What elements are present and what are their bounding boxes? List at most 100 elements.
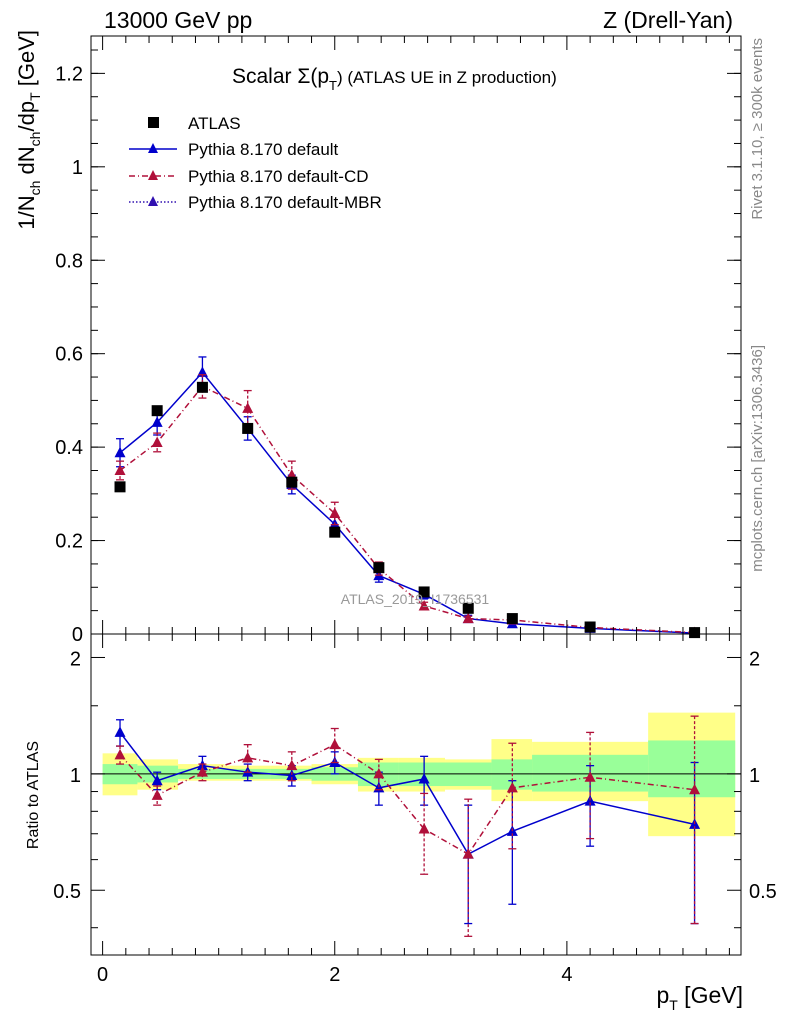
legend: ATLAS Pythia 8.170 default Pythia 8.170 … (129, 114, 382, 212)
main-default-point (114, 446, 126, 458)
main-default-point (151, 416, 163, 427)
ylabel-b: dN (14, 146, 39, 180)
main-data-point (151, 405, 163, 417)
ratio-cd-point (584, 771, 596, 782)
ratio-bands (91, 712, 741, 837)
ylabel-c: /dp (14, 101, 39, 132)
ratio-cd-point (689, 783, 701, 795)
ratio-default-point (114, 726, 126, 737)
ratio-ytick-label: 2 (70, 648, 81, 670)
ratio-cd-point (506, 781, 518, 793)
main-yticks: 0 0.2 0.4 0.6 0.8 1 1.2 (55, 49, 741, 646)
ratio-ytick-label-right: 0.5 (749, 881, 777, 903)
legend-entry-mbr: Pythia 8.170 default-MBR (129, 193, 382, 212)
ratio-cd-point (462, 848, 474, 859)
main-data-point (114, 481, 126, 493)
legend-entry-atlas: ATLAS (148, 114, 241, 133)
chart-title-suffix: ) (ATLAS UE in Z production) (337, 68, 557, 87)
main-ylabel: 1/Nch dNch/dpT [GeV] (14, 30, 43, 230)
ratio-ytick-label-right: 2 (749, 648, 760, 670)
chart-title-prefix: Scalar (232, 65, 297, 88)
legend-label-mbr: Pythia 8.170 default-MBR (188, 193, 382, 212)
xlabel-a: p (656, 982, 669, 1008)
ylabel-b-sub: ch (27, 132, 43, 147)
main-data-point (584, 621, 596, 633)
ratio-cd-point (418, 823, 430, 834)
ratio-ytick-label-right: 1 (749, 765, 760, 787)
legend-label-default: Pythia 8.170 default (188, 140, 339, 159)
chart-title-sigma: Σ(p (297, 65, 329, 88)
ratio-xtick-label: 4 (561, 964, 572, 986)
ratio-cd-point (151, 789, 163, 800)
legend-entry-cd: Pythia 8.170 default-CD (129, 167, 369, 186)
ratio-yticks: 0.5 0.5 1 1 2 2 (53, 648, 777, 929)
main-cd-point (329, 507, 341, 518)
ratio-cd-point (373, 767, 385, 779)
main-data-point (462, 602, 474, 614)
watermark: ATLAS_2019_I1736531 (341, 591, 490, 607)
main-ytick-label: 0.8 (55, 250, 83, 272)
main-default-line (119, 371, 695, 634)
ratio-ytick-label: 1 (70, 765, 81, 787)
header-left: 13000 GeV pp (104, 7, 252, 33)
ratio-cd-point (242, 751, 254, 763)
ratio-cd-point (329, 738, 341, 750)
ratio-xticks: 0 2 4 (97, 634, 730, 986)
main-ytick-label: 0.6 (55, 344, 83, 366)
ratio-default-point (151, 774, 163, 786)
ylabel-c-sub: T (27, 92, 43, 101)
header-right: Z (Drell-Yan) (603, 7, 733, 33)
ratio-default-line (119, 731, 695, 856)
ratio-marks (114, 715, 701, 937)
main-ytick-label: 0.4 (55, 437, 83, 459)
ylabel-a: 1/N (14, 195, 39, 229)
rivet-label: Rivet 3.1.10, ≥ 300k events (749, 38, 766, 220)
main-xticks (102, 36, 730, 634)
ylabel-a-sub: ch (27, 181, 43, 196)
ratio-frame (90, 633, 742, 956)
xlabel-b: [GeV] (678, 982, 743, 1008)
legend-label-cd: Pythia 8.170 default-CD (188, 167, 369, 186)
main-cd-point (462, 612, 474, 624)
main-cd-point (242, 402, 254, 413)
main-data-point (506, 613, 518, 625)
ylabel-d: [GeV] (14, 30, 39, 92)
main-cd-point (114, 464, 126, 475)
chart-title: Scalar Σ(pT) (ATLAS UE in Z production) (232, 65, 557, 93)
main-cd-point (418, 599, 430, 611)
main-data-point (329, 526, 341, 538)
ratio-ylabel: Ratio to ATLAS (25, 741, 42, 849)
ratio-default-point (329, 756, 341, 767)
ratio-ytick-label: 0.5 (53, 881, 81, 903)
ratio-xtick-label: 0 (97, 964, 108, 986)
main-ytick-label: 0.2 (55, 531, 83, 553)
main-ytick-label: 1 (72, 157, 83, 179)
legend-label-atlas: ATLAS (188, 114, 241, 133)
mcplots-label: mcplots.cern.ch [arXiv:1306.3436] (749, 345, 766, 572)
main-ytick-label: 1.2 (55, 63, 83, 85)
main-data-point (196, 381, 208, 393)
legend-marker-mbr (148, 196, 158, 206)
main-data-point (689, 627, 701, 639)
legend-entry-default: Pythia 8.170 default (129, 140, 339, 159)
chart-title-sub: T (329, 78, 337, 93)
ratio-default-point (418, 772, 430, 784)
main-cd-point (151, 436, 163, 447)
main-cd-line (119, 385, 695, 634)
ratio-cd-point (196, 766, 208, 777)
main-data-point (242, 422, 254, 434)
legend-marker-default (148, 143, 158, 153)
xlabel-a-sub: T (669, 997, 678, 1013)
main-data-point (286, 476, 298, 488)
ratio-cd-point (286, 759, 298, 771)
ratio-cd-point (114, 748, 126, 760)
main-marks (114, 356, 701, 639)
ratio-band-inner (648, 740, 736, 798)
legend-marker-cd (148, 170, 158, 180)
main-panel: 0 0.2 0.4 0.6 0.8 1 1.2 ATLAS_2019_I1736531 Sc… (14, 30, 742, 646)
ratio-xtick-label: 2 (329, 964, 340, 986)
ratio-xlabel: pT [GeV] (656, 982, 743, 1013)
main-ytick-label: 0 (72, 624, 83, 646)
ratio-panel: 0.5 0.5 1 1 2 2 0 2 4 Ratio to ATLAS pT [GeV] (25, 633, 777, 1013)
